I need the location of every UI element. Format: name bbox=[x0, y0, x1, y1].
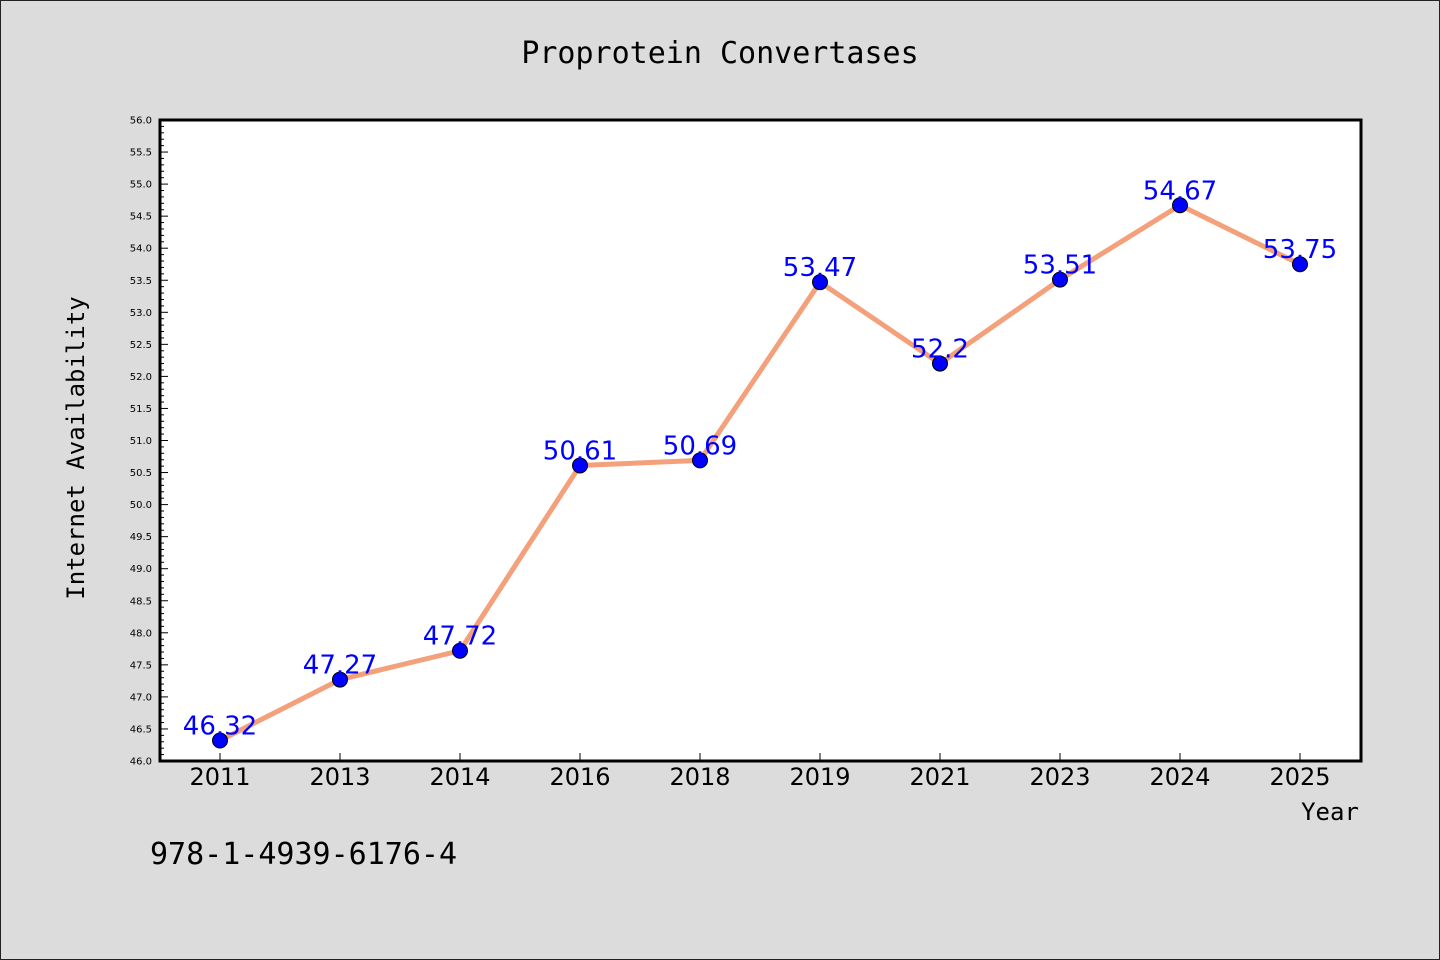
data-points bbox=[212, 197, 1308, 749]
y-tick-label: 56.0 bbox=[130, 116, 152, 127]
plot-area bbox=[160, 120, 1361, 761]
y-tick-label: 48.0 bbox=[130, 628, 152, 639]
y-tick-label: 47.0 bbox=[130, 692, 152, 703]
data-point bbox=[1172, 197, 1188, 214]
data-labels: 46.32 47.27 47.72 50.61 50.69 53.47 52.2 53.51 5… bbox=[183, 176, 1337, 741]
y-tick-label: 53.0 bbox=[130, 308, 152, 319]
y-tick-label: 47.5 bbox=[130, 660, 152, 671]
y-tick-label: 51.5 bbox=[130, 404, 152, 415]
data-point bbox=[692, 452, 708, 469]
data-point bbox=[1292, 256, 1308, 273]
y-tick-label: 50.0 bbox=[130, 500, 152, 511]
data-label: 50.69 bbox=[663, 431, 737, 461]
x-tick-label: 2024 bbox=[1149, 763, 1210, 791]
chart-title: Proprotein Convertases bbox=[521, 36, 918, 71]
data-point bbox=[932, 355, 948, 372]
y-tick-label: 48.5 bbox=[130, 596, 152, 607]
y-tick-label: 51.0 bbox=[130, 436, 152, 447]
data-label: 46.32 bbox=[183, 711, 257, 741]
y-tick-label: 46.0 bbox=[130, 757, 152, 768]
data-label: 53.47 bbox=[783, 253, 857, 283]
x-tick-label: 2018 bbox=[669, 763, 730, 791]
data-point bbox=[212, 732, 228, 749]
y-tick-label: 52.0 bbox=[130, 372, 152, 383]
x-tick-label: 2014 bbox=[429, 763, 490, 791]
x-tick-label: 2025 bbox=[1269, 763, 1330, 791]
data-label: 53.51 bbox=[1023, 251, 1097, 281]
series-line-group bbox=[218, 202, 1302, 743]
y-axis: 46.0 46.5 47.0 47.5 48.0 48.5 49.0 49.5 50.0 50.5… bbox=[130, 116, 168, 768]
y-tick-label: 52.5 bbox=[130, 340, 152, 351]
x-tick-label: 2019 bbox=[789, 763, 850, 791]
x-axis: 2011 2013 2014 2016 2018 2019 2021 2023 2024 2025 bbox=[189, 753, 1331, 791]
y-tick-label: 49.0 bbox=[130, 564, 152, 575]
plot-border bbox=[158, 118, 1363, 763]
data-label: 52.2 bbox=[911, 335, 969, 365]
y-tick-label: 53.5 bbox=[130, 276, 152, 287]
data-point bbox=[1052, 271, 1068, 288]
data-point bbox=[812, 274, 828, 291]
y-tick-label: 55.0 bbox=[130, 180, 152, 191]
series-line bbox=[218, 202, 1302, 743]
y-tick-label: 54.5 bbox=[130, 212, 152, 223]
data-label: 53.75 bbox=[1263, 235, 1337, 265]
x-tick-label: 2023 bbox=[1029, 763, 1090, 791]
data-label: 47.72 bbox=[423, 622, 497, 652]
y-tick-label: 46.5 bbox=[130, 724, 152, 735]
data-label: 54.67 bbox=[1143, 176, 1217, 206]
x-tick-label: 2011 bbox=[189, 763, 250, 791]
data-point bbox=[332, 671, 348, 688]
y-tick-label: 55.5 bbox=[130, 148, 152, 159]
y-tick-label: 50.5 bbox=[130, 468, 152, 479]
x-tick-label: 2016 bbox=[549, 763, 610, 791]
y-axis-label: Internet Availability bbox=[62, 296, 90, 599]
data-point bbox=[572, 457, 588, 474]
data-point bbox=[452, 642, 468, 659]
y-tick-label: 54.0 bbox=[130, 244, 152, 255]
data-label: 47.27 bbox=[303, 651, 377, 681]
data-label: 50.61 bbox=[543, 436, 617, 466]
x-tick-label: 2021 bbox=[909, 763, 970, 791]
y-tick-label: 49.5 bbox=[130, 532, 152, 543]
x-tick-label: 2013 bbox=[309, 763, 370, 791]
x-axis-label: Year bbox=[1301, 798, 1359, 826]
isbn-text: 978-1-4939-6176-4 bbox=[150, 837, 457, 872]
